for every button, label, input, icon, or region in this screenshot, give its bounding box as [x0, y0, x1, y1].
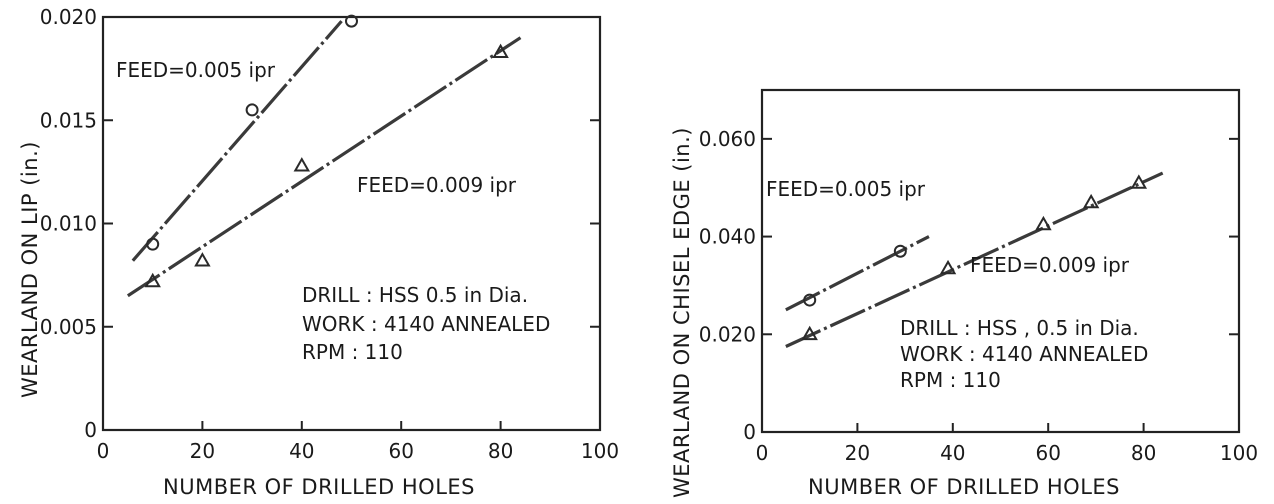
- series-label-feed-005-left: FEED=0.005 ipr: [116, 58, 276, 82]
- fit-line-feed-005-right: [785, 235, 930, 312]
- series-label-feed-005-right: FEED=0.005 ipr: [766, 177, 926, 201]
- data-point-feed-009-right: [939, 259, 957, 275]
- x-tick-label-right: 40: [940, 441, 965, 465]
- data-point-feed-005-left: [146, 237, 160, 251]
- x-tick-label-left: 80: [488, 439, 513, 463]
- x-tick-label-right: 20: [845, 441, 870, 465]
- y-tick-label-right: 0.040: [699, 225, 756, 249]
- x-axis-label-left: NUMBER OF DRILLED HOLES: [163, 475, 475, 499]
- y-tick-label-left: 0: [84, 418, 97, 442]
- data-point-feed-005-right: [893, 244, 907, 258]
- x-axis-label-right: NUMBER OF DRILLED HOLES: [808, 475, 1120, 499]
- series-label-feed-009-right: FEED=0.009 ipr: [970, 253, 1130, 277]
- x-tick-label-left: 60: [388, 439, 413, 463]
- x-tick-label-left: 0: [97, 439, 110, 463]
- data-point-feed-005-right: [803, 293, 817, 307]
- data-point-feed-005-left: [345, 14, 358, 28]
- data-point-feed-005-left: [245, 103, 259, 117]
- y-tick-label-right: 0.060: [699, 127, 756, 151]
- y-tick-label-right: 0.020: [699, 322, 756, 346]
- fit-line-feed-005-left: [131, 20, 343, 262]
- data-point-feed-009-right: [801, 325, 818, 341]
- data-point-feed-009-right: [1130, 174, 1148, 189]
- annotation-drill-left: DRILL : HSS 0.5 in Dia.: [302, 283, 528, 307]
- data-point-feed-009-left: [293, 157, 311, 172]
- y-tick-label-left: 0.005: [40, 315, 97, 339]
- y-tick-label-left: 0.020: [40, 5, 97, 29]
- annotation-rpm-left: RPM : 110: [302, 340, 403, 364]
- annotation-work-left: WORK : 4140 ANNEALED: [302, 312, 550, 336]
- y-tick-label-left: 0.010: [40, 212, 97, 236]
- data-point-feed-009-right: [1082, 193, 1100, 209]
- y-axis-label-right: WEARLAND ON CHISEL EDGE (in.): [670, 127, 694, 498]
- data-point-feed-009-left: [194, 252, 211, 267]
- x-tick-label-right: 80: [1131, 441, 1156, 465]
- data-point-feed-009-left: [144, 272, 161, 288]
- chart-right: 0 20 40 60 80 100 0 0.020 0.040 0.060 NUMBER OF …: [670, 88, 1258, 499]
- fit-line-feed-009-left: [126, 36, 522, 298]
- data-point-feed-009-right: [1035, 215, 1052, 231]
- series-label-feed-009-left: FEED=0.009 ipr: [357, 173, 517, 197]
- x-tick-label-left: 20: [190, 439, 215, 463]
- chart-left: 0 20 40 60 80 100 0 0.005 0.010 0.015 0.020 NUMBE…: [18, 5, 619, 499]
- annotation-work-right: WORK : 4140 ANNEALED: [900, 342, 1148, 366]
- x-tick-label-right: 100: [1220, 441, 1258, 465]
- x-tick-label-right: 0: [756, 441, 769, 465]
- x-tick-label-left: 100: [581, 439, 619, 463]
- fit-line-feed-009-right: [785, 171, 1164, 348]
- data-point-feed-009-left: [492, 43, 509, 58]
- y-tick-label-right: 0: [743, 420, 756, 444]
- annotation-rpm-right: RPM : 110: [900, 368, 1001, 392]
- y-tick-label-left: 0.015: [40, 108, 97, 132]
- annotation-drill-right: DRILL : HSS , 0.5 in Dia.: [900, 316, 1139, 340]
- y-axis-label-left: WEARLAND ON LIP (in.): [18, 141, 42, 398]
- x-tick-label-left: 40: [289, 439, 314, 463]
- plot-frame-right: [760, 88, 1241, 434]
- x-tick-label-right: 60: [1035, 441, 1060, 465]
